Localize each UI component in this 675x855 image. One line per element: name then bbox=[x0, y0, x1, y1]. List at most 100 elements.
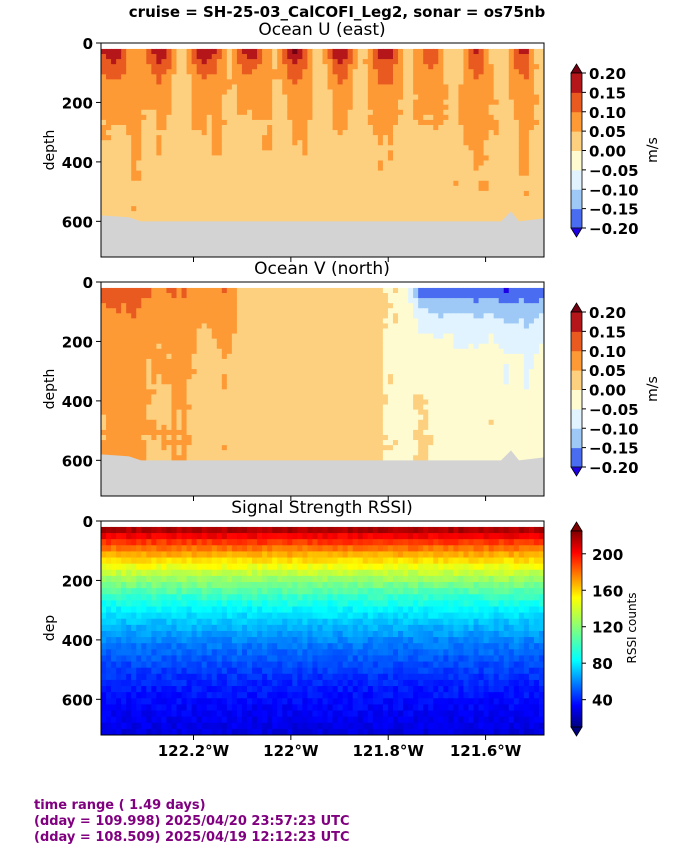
heatmap-cell bbox=[307, 206, 314, 212]
heatmap-cell bbox=[211, 64, 218, 70]
heatmap-cell bbox=[332, 119, 339, 126]
heatmap-cell bbox=[146, 130, 152, 136]
heatmap-cell bbox=[196, 150, 203, 157]
heatmap-cell bbox=[528, 287, 535, 294]
heatmap-cell bbox=[488, 180, 495, 187]
heatmap-cell bbox=[488, 313, 495, 319]
heatmap-cell bbox=[131, 190, 137, 197]
heatmap-cell bbox=[483, 79, 490, 86]
heatmap-cell bbox=[116, 348, 122, 355]
heatmap-cell bbox=[257, 348, 263, 355]
heatmap-cell bbox=[156, 379, 163, 385]
heatmap-cell bbox=[141, 293, 147, 299]
heatmap-cell bbox=[141, 119, 147, 126]
heatmap-cell bbox=[478, 384, 485, 390]
figure-suptitle: cruise = SH-25-03_CalCOFI_Leg2, sonar = … bbox=[129, 3, 546, 21]
heatmap-cell bbox=[458, 206, 465, 212]
heatmap-cell bbox=[257, 114, 263, 121]
heatmap-cell bbox=[241, 69, 248, 75]
heatmap-cell bbox=[146, 338, 152, 345]
heatmap-cell bbox=[408, 84, 414, 91]
heatmap-cell bbox=[312, 389, 319, 396]
heatmap-cell bbox=[413, 318, 419, 325]
heatmap-cell bbox=[438, 99, 444, 106]
heatmap-cell bbox=[312, 298, 319, 304]
heatmap-cell bbox=[186, 206, 193, 212]
heatmap-cell bbox=[302, 389, 308, 396]
heatmap-cell bbox=[267, 180, 273, 187]
heatmap-cell bbox=[458, 84, 465, 91]
heatmap-cell bbox=[151, 119, 157, 126]
heatmap-cell bbox=[302, 328, 308, 335]
heatmap-cell bbox=[141, 94, 147, 101]
heatmap-cell bbox=[131, 328, 137, 335]
heatmap-cell bbox=[408, 135, 414, 141]
heatmap-cell bbox=[186, 104, 193, 111]
heatmap-cell bbox=[498, 374, 505, 380]
heatmap-cell bbox=[277, 328, 283, 335]
heatmap-cell bbox=[257, 333, 263, 340]
heatmap-cell bbox=[367, 343, 374, 350]
heatmap-cell bbox=[413, 155, 419, 162]
heatmap-cell bbox=[191, 114, 198, 121]
heatmap-cell bbox=[322, 165, 329, 172]
heatmap-cell bbox=[287, 109, 293, 116]
heatmap-cell bbox=[463, 99, 470, 106]
heatmap-cell bbox=[332, 338, 339, 345]
heatmap-cell bbox=[302, 333, 308, 340]
heatmap-cell bbox=[241, 59, 248, 65]
heatmap-cell bbox=[538, 308, 544, 314]
heatmap-cell bbox=[473, 104, 480, 111]
heatmap-cell bbox=[468, 119, 475, 126]
heatmap-cell bbox=[508, 155, 515, 162]
heatmap-cell bbox=[493, 369, 500, 375]
heatmap-cell bbox=[418, 318, 424, 325]
heatmap-cell bbox=[196, 333, 203, 340]
heatmap-cell bbox=[196, 64, 203, 70]
heatmap-cell bbox=[211, 89, 218, 96]
heatmap-cell bbox=[347, 343, 354, 350]
heatmap-cell bbox=[342, 104, 349, 111]
heatmap-cell bbox=[166, 155, 173, 162]
heatmap-cell bbox=[282, 379, 288, 385]
heatmap-cell bbox=[423, 165, 429, 172]
colorbar-swatch bbox=[571, 111, 582, 132]
heatmap-cell bbox=[307, 216, 314, 222]
heatmap-cell bbox=[181, 99, 188, 106]
heatmap-cell bbox=[403, 180, 409, 187]
heatmap-cell bbox=[121, 59, 127, 65]
heatmap-cell bbox=[468, 125, 475, 131]
heatmap-cell bbox=[252, 358, 258, 365]
heatmap-cell bbox=[337, 150, 344, 157]
heatmap-cell bbox=[362, 303, 369, 309]
heatmap-cell bbox=[513, 59, 520, 65]
heatmap-cell bbox=[211, 54, 218, 60]
heatmap-cell bbox=[347, 308, 354, 314]
heatmap-cell bbox=[483, 358, 490, 365]
heatmap-cell bbox=[418, 79, 424, 86]
heatmap-cell bbox=[448, 74, 454, 80]
heatmap-cell bbox=[161, 79, 168, 86]
heatmap-cell bbox=[382, 308, 389, 314]
heatmap-cell bbox=[392, 338, 399, 345]
heatmap-cell bbox=[181, 74, 188, 80]
heatmap-cell bbox=[282, 348, 288, 355]
heatmap-cell bbox=[101, 399, 107, 406]
heatmap-cell bbox=[111, 399, 117, 406]
heatmap-cell bbox=[387, 343, 394, 350]
heatmap-cell bbox=[367, 298, 374, 304]
heatmap-cell bbox=[473, 180, 480, 187]
heatmap-cell bbox=[317, 318, 324, 325]
heatmap-cell bbox=[302, 99, 308, 106]
heatmap-cell bbox=[448, 293, 454, 299]
heatmap-cell bbox=[236, 185, 243, 192]
heatmap-cell bbox=[337, 303, 344, 309]
heatmap-cell bbox=[141, 206, 147, 212]
heatmap-cell bbox=[277, 211, 283, 217]
heatmap-cell bbox=[241, 333, 248, 340]
heatmap-cell bbox=[166, 114, 173, 121]
heatmap-cell bbox=[533, 130, 540, 136]
heatmap-cell bbox=[191, 109, 198, 116]
heatmap-cell bbox=[403, 374, 409, 380]
heatmap-cell bbox=[267, 165, 273, 172]
